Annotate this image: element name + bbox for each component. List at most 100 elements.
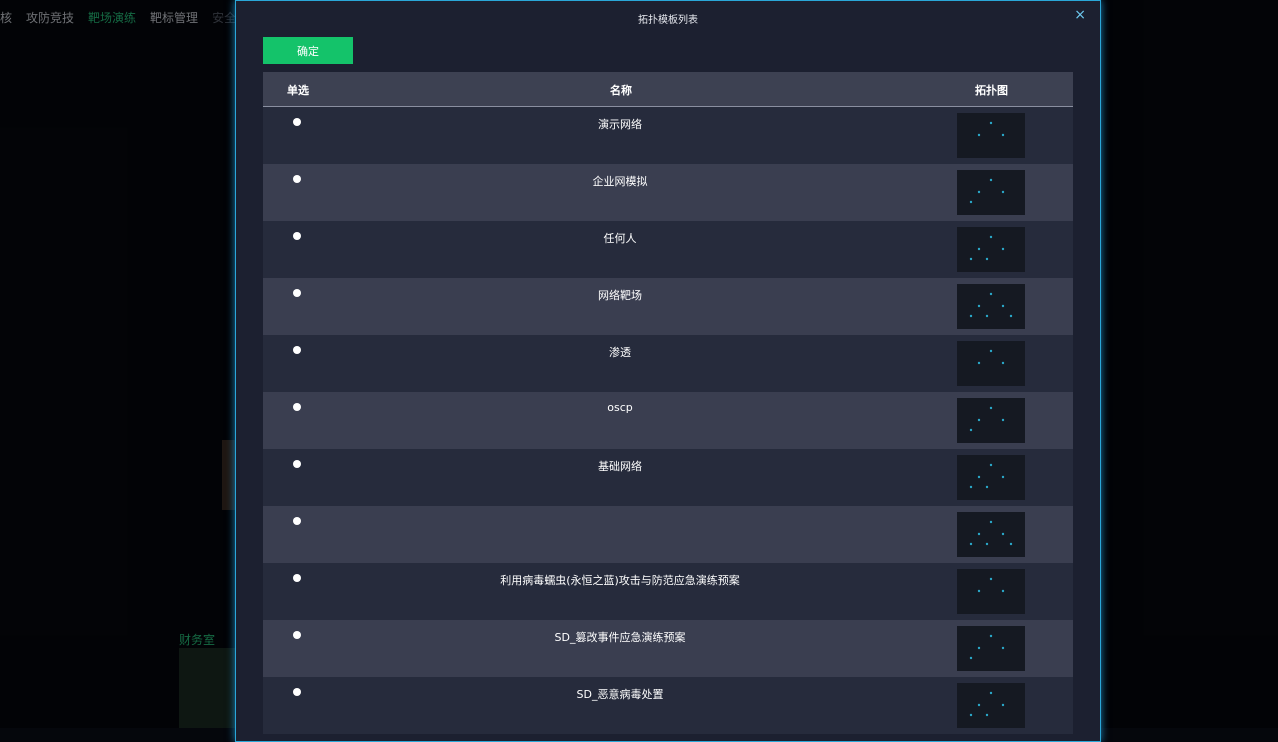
thumbnail-node [969,257,973,261]
thumbnail-node [977,247,981,251]
table-row: 基础网络 [263,449,1073,506]
thumbnail-node [977,703,981,707]
background-label: 财务室 [179,633,216,647]
topology-thumbnail [957,113,1025,158]
thumbnail-node [969,713,973,717]
nav-item[interactable]: 靶标管理 [150,10,199,25]
thumbnail-node [977,304,981,308]
table-row: 演示网络 [263,107,1073,164]
thumbnail-node [985,713,989,717]
template-name: SD_篡改事件应急演练预案 [554,631,686,644]
table-row: SD_恶意病毒处置 [263,677,1073,734]
thumbnail-node [1001,418,1005,422]
thumbnail-graph [969,463,1005,489]
thumbnail-node [1001,532,1005,536]
topology-thumbnail [957,227,1025,272]
table-row: SD_篡改事件应急演练预案 [263,620,1073,677]
radio-button[interactable] [293,175,301,183]
thumbnail-node [1001,304,1005,308]
thumbnail-node [1009,542,1013,546]
thumbnail-node [969,428,973,432]
thumbnail-node [989,463,993,467]
thumbnail-node [1001,133,1005,137]
close-button[interactable]: × [1074,7,1086,23]
radio-button[interactable] [293,460,301,468]
radio-button[interactable] [293,403,301,411]
thumbnail-node [985,485,989,489]
header-cell: 拓扑图 [975,84,1008,97]
template-name: 演示网络 [598,118,642,131]
header-cell: 名称 [610,84,632,97]
thumbnail-graph [969,406,1005,432]
background-node [179,648,239,728]
radio-button[interactable] [293,232,301,240]
thumbnail-node [969,200,973,204]
radio-button[interactable] [293,574,301,582]
thumbnail-node [1001,646,1005,650]
thumbnail-node [1001,703,1005,707]
radio-button[interactable] [293,118,301,126]
thumbnail-node [989,292,993,296]
thumbnail-node [989,235,993,239]
thumbnail-node [969,485,973,489]
modal-title: 拓扑模板列表 [638,15,698,26]
nav-item[interactable]: 核 [0,10,13,25]
topology-thumbnail [957,512,1025,557]
thumbnail-node [969,656,973,660]
template-name: 基础网络 [598,460,642,473]
background-node [222,440,236,510]
thumbnail-node [1009,314,1013,318]
table-row: oscp [263,392,1073,449]
radio-button[interactable] [293,688,301,696]
radio-button[interactable] [293,631,301,639]
thumbnail-node [985,257,989,261]
table-row: 利用病毒蠕虫(永恒之蓝)攻击与防范应急演练预案 [263,563,1073,620]
header-cell: 单选 [287,84,309,97]
thumbnail-node [989,121,993,125]
template-name: 企业网模拟 [592,175,648,188]
thumbnail-graph [969,178,1005,204]
radio-button[interactable] [293,517,301,525]
thumbnail-graph [969,235,1005,261]
table-row: 任何人 [263,221,1073,278]
thumbnail-node [977,589,981,593]
thumbnail-node [977,361,981,365]
thumbnail-node [969,314,973,318]
confirm-button[interactable]: 确定 [263,37,353,64]
nav-item[interactable]: 攻防竞技 [26,10,75,25]
thumbnail-node [969,542,973,546]
topology-thumbnail [957,626,1025,671]
topology-thumbnail [957,284,1025,329]
thumbnail-node [989,406,993,410]
thumbnail-graph [969,691,1005,717]
thumbnail-node [989,178,993,182]
radio-button[interactable] [293,346,301,354]
table-header: 单选 名称 拓扑图 [263,72,1073,107]
thumbnail-node [989,520,993,524]
template-name: 网络靶场 [598,289,642,302]
topology-thumbnail [957,341,1025,386]
template-name: 渗透 [609,346,631,359]
topology-thumbnail [957,170,1025,215]
table-row: 企业网模拟 [263,164,1073,221]
thumbnail-node [985,314,989,318]
template-name: 利用病毒蠕虫(永恒之蓝)攻击与防范应急演练预案 [500,574,740,587]
thumbnail-graph [969,634,1005,660]
thumbnail-node [1001,589,1005,593]
topology-thumbnail [957,683,1025,728]
nav-item[interactable]: 靶场演练 [88,10,137,25]
thumbnail-node [977,532,981,536]
thumbnail-graph [969,292,1013,318]
topology-thumbnail [957,569,1025,614]
radio-button[interactable] [293,289,301,297]
topology-thumbnail [957,398,1025,443]
template-table: 单选 名称 拓扑图 演示网络企业网模拟任何人网络靶场渗透 oscp 基础网络利用病毒… [263,72,1073,734]
thumbnail-graph [977,349,1005,365]
thumbnail-node [977,190,981,194]
thumbnail-node [977,475,981,479]
thumbnail-node [977,133,981,137]
thumbnail-node [1001,361,1005,365]
template-name: SD_恶意病毒处置 [576,688,664,701]
table-row: 渗透 [263,335,1073,392]
